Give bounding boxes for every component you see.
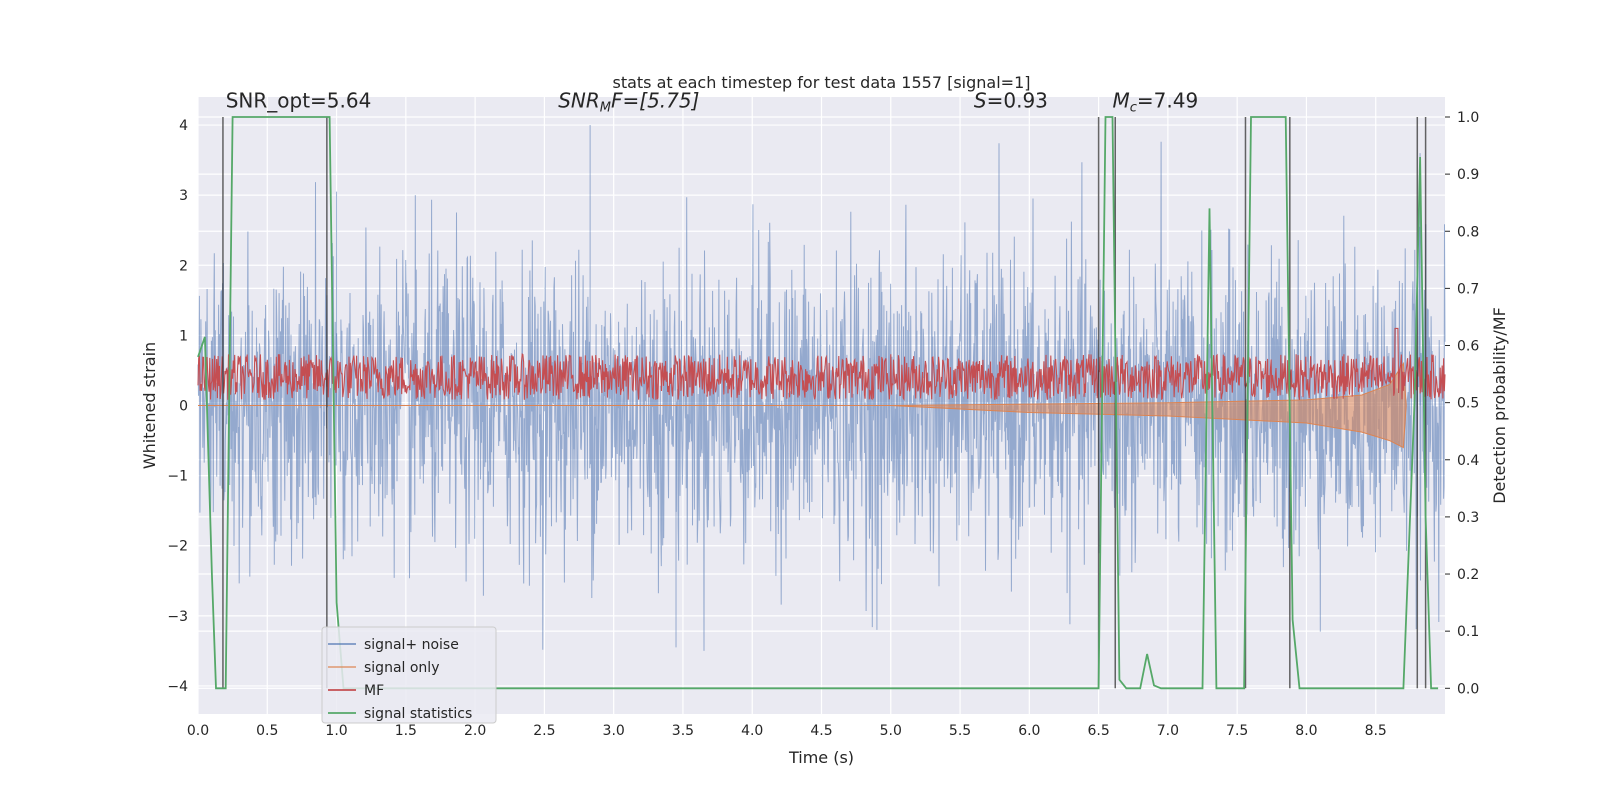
y-left-tick-label: −1 [167, 469, 188, 485]
series-mf [197, 327, 1446, 401]
x-tick-label: 1.5 [395, 723, 417, 739]
detection-markers [222, 116, 1427, 689]
x-axis-label: Time (s) [788, 748, 854, 767]
y-right-tick-label: 1.0 [1457, 110, 1479, 126]
y-left-axis-ticks: −4 −3 −2 −1 0 1 2 3 4 [167, 118, 188, 695]
x-tick-label: 2.0 [464, 723, 486, 739]
y-right-tick-label: 0.4 [1457, 453, 1479, 469]
annotation-mc-name: M [1112, 89, 1129, 113]
y-right-tick-label: 0.7 [1457, 281, 1479, 297]
annotation-s-value: =0.93 [987, 89, 1048, 113]
signal-statistics-line [197, 116, 1439, 690]
x-tick-label: 4.0 [741, 723, 763, 739]
y-left-tick-label: −3 [167, 609, 188, 625]
legend-label: signal+ noise [364, 637, 459, 653]
x-tick-label: 2.5 [533, 723, 555, 739]
x-tick-label: 6.5 [1087, 723, 1109, 739]
y-left-tick-label: 3 [179, 188, 188, 204]
series-signal-statistics [197, 116, 1439, 690]
x-tick-label: 5.5 [949, 723, 971, 739]
x-tick-label: 3.0 [603, 723, 625, 739]
series-signal-only [198, 361, 1407, 449]
y-right-axis-ticks: 0.0 0.1 0.2 0.3 0.4 0.5 0.6 0.7 0.8 0.9 1.0 [1445, 110, 1479, 697]
signal-only-chirp [198, 361, 1407, 449]
y-right-tick-label: 0.6 [1457, 339, 1479, 355]
x-tick-label: 5.0 [880, 723, 902, 739]
annotation-mc: Mc=7.49 [1112, 89, 1198, 116]
x-tick-label: 7.0 [1157, 723, 1179, 739]
annotation-mc-sub: c [1130, 101, 1137, 116]
annotation-mc-value: =7.49 [1137, 89, 1198, 113]
legend-label: MF [364, 683, 384, 699]
x-tick-label: 7.5 [1226, 723, 1248, 739]
chart-title: stats at each timestep for test data 155… [612, 73, 1030, 92]
x-axis-ticks: 0.0 0.5 1.0 1.5 2.0 2.5 3.0 3.5 4.0 4.5 5.0 5.5 6.0 6… [187, 723, 1387, 739]
y-right-tick-label: 0.2 [1457, 567, 1479, 583]
annotation-s-name: S [974, 89, 987, 113]
signal-noise-line [197, 141, 1446, 651]
x-tick-label: 8.5 [1365, 723, 1387, 739]
y-left-tick-label: 0 [179, 399, 188, 415]
y-right-axis-label: Detection probability/MF [1490, 307, 1509, 504]
annotation-snr-mf-rest: F=[5.75] [611, 89, 699, 113]
y-right-tick-label: 0.0 [1457, 681, 1479, 697]
x-tick-label: 0.5 [256, 723, 278, 739]
y-right-tick-label: 0.1 [1457, 624, 1479, 640]
y-left-tick-label: −4 [167, 679, 188, 695]
annotation-s: S=0.93 [974, 89, 1048, 113]
y-right-tick-label: 0.9 [1457, 167, 1479, 183]
annotation-snr-mf-name: SNR [558, 89, 600, 113]
annotation-snr-opt: SNR_opt=5.64 [226, 89, 372, 113]
x-tick-label: 6.0 [1018, 723, 1040, 739]
y-right-tick-label: 0.3 [1457, 510, 1479, 526]
y-right-tick-label: 0.5 [1457, 396, 1479, 412]
annotation-snr-mf: SNRMF=[5.75] [558, 89, 699, 116]
y-left-tick-label: 2 [179, 258, 188, 274]
x-tick-label: 0.0 [187, 723, 209, 739]
legend-box [321, 626, 497, 724]
y-left-tick-label: −2 [167, 539, 188, 555]
mf-line [197, 327, 1446, 401]
x-tick-label: 3.5 [672, 723, 694, 739]
legend-label: signal only [364, 660, 439, 676]
legend-label: signal statistics [364, 706, 472, 722]
annotation-snr-mf-sub: M [600, 101, 611, 116]
y-left-axis-label: Whitened strain [140, 342, 159, 469]
x-tick-label: 4.5 [810, 723, 832, 739]
x-tick-label: 1.0 [325, 723, 347, 739]
x-tick-label: 8.0 [1295, 723, 1317, 739]
y-left-tick-label: 1 [179, 328, 188, 344]
y-left-tick-label: 4 [179, 118, 188, 134]
legend: signal+ noise signal only MF signal statist… [321, 626, 497, 724]
y-right-tick-label: 0.8 [1457, 224, 1479, 240]
